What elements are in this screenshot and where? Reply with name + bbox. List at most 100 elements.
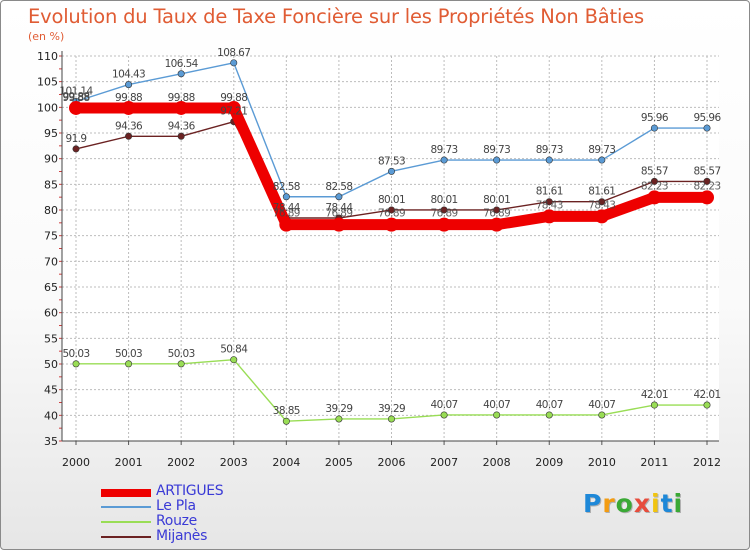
data-point-rouze <box>545 411 553 419</box>
data-point-le-pla <box>598 156 606 164</box>
y-tick-label: 60 <box>44 307 58 320</box>
data-point-artigues <box>69 100 83 115</box>
data-point-rouze <box>493 411 501 419</box>
logo-letter: r <box>602 489 616 518</box>
data-label-mijan-s: 97.21 <box>220 106 247 118</box>
data-point-artigues <box>700 190 714 205</box>
x-tick-label: 2002 <box>167 456 195 469</box>
data-point-artigues <box>174 100 189 115</box>
legend-item-rouze[interactable]: Rouze <box>101 513 301 530</box>
series-le-pla <box>72 59 711 201</box>
x-tick-label: 2001 <box>115 456 143 469</box>
data-label-le-pla: 108.67 <box>217 47 250 59</box>
data-label-rouze: 50.03 <box>115 348 142 360</box>
x-tick-label: 2006 <box>378 456 406 469</box>
y-tick-label: 70 <box>44 255 58 268</box>
data-label-artigues-overlap: 76.89 <box>325 208 352 220</box>
data-label-artigues-overlap: 99.88 <box>62 91 89 103</box>
data-point-mijan-s <box>125 132 133 140</box>
data-label-rouze: 40.07 <box>588 399 615 411</box>
y-tick-label: 80 <box>44 204 58 217</box>
data-point-artigues <box>647 190 662 205</box>
y-tick-label: 40 <box>44 409 58 422</box>
data-point-artigues <box>489 217 504 232</box>
legend-item-artigues[interactable]: ARTIGUES <box>101 483 301 500</box>
legend-label-artigues: ARTIGUES <box>156 483 224 499</box>
data-label-le-pla: 89.73 <box>536 144 563 156</box>
data-label-artigues-overlap: 82.23 <box>641 180 668 192</box>
data-label-artigues: 99.88 <box>62 92 89 104</box>
data-point-le-pla <box>230 59 238 67</box>
data-label-rouze: 39.29 <box>325 403 352 415</box>
data-point-rouze <box>335 415 343 423</box>
data-point-le-pla <box>282 193 290 201</box>
y-tick-label: 55 <box>44 332 58 345</box>
data-point-rouze <box>177 360 185 368</box>
logo-letter: o <box>615 489 634 518</box>
data-label-artigues-overlap: 76.89 <box>273 208 300 220</box>
legend-item-mijanes[interactable]: Mijanès <box>101 528 301 545</box>
data-label-mijan-s: 85.57 <box>641 165 668 177</box>
y-tick-label: 65 <box>44 281 58 294</box>
y-tick-label: 50 <box>44 358 58 371</box>
data-point-mijan-s <box>493 206 501 214</box>
data-point-artigues <box>542 209 557 224</box>
data-label-rouze: 39.29 <box>378 403 405 415</box>
x-tick-label: 2004 <box>272 456 300 469</box>
data-label-le-pla: 87.53 <box>378 155 405 167</box>
x-tick-label: 2007 <box>430 456 458 469</box>
data-label-mijan-s: 85.57 <box>693 165 720 177</box>
data-label-rouze: 40.07 <box>536 399 563 411</box>
legend-label-rouze: Rouze <box>156 513 197 529</box>
x-tick-label: 2003 <box>220 456 248 469</box>
data-point-mijan-s <box>387 206 395 214</box>
data-point-rouze <box>282 417 290 425</box>
y-tick-label: 75 <box>44 230 58 243</box>
legend-swatch-le-pla <box>101 506 151 508</box>
data-label-le-pla: 82.58 <box>325 181 352 193</box>
data-point-rouze <box>230 356 238 364</box>
data-point-rouze <box>387 415 395 423</box>
data-label-mijan-s: 94.36 <box>168 120 196 132</box>
data-label-rouze: 42.01 <box>641 389 668 401</box>
y-tick-label: 90 <box>44 153 58 166</box>
data-label-le-pla: 89.73 <box>431 144 458 156</box>
y-tick-label: 95 <box>44 127 58 140</box>
data-point-le-pla <box>387 167 395 175</box>
data-label-artigues-overlap: 76.89 <box>431 208 458 220</box>
y-tick-label: 45 <box>44 384 58 397</box>
data-point-mijan-s <box>177 132 185 140</box>
data-label-le-pla: 106.54 <box>165 58 199 70</box>
data-point-le-pla <box>440 156 448 164</box>
data-point-artigues <box>331 217 346 232</box>
logo-letter: P <box>583 489 603 518</box>
data-point-mijan-s <box>440 206 448 214</box>
legend-swatch-rouze <box>101 521 151 523</box>
data-label-mijan-s: 80.01 <box>431 194 458 206</box>
data-point-rouze <box>650 401 658 409</box>
data-label-artigues: 99.88 <box>220 92 247 104</box>
data-label-artigues-overlap: 76.89 <box>378 208 405 220</box>
x-tick-label: 2010 <box>588 456 616 469</box>
data-label-mijan-s: 81.61 <box>588 186 615 198</box>
data-label-rouze: 42.01 <box>693 389 720 401</box>
data-label-mijan-s: 80.01 <box>483 194 510 206</box>
data-label-le-pla: 82.58 <box>273 181 300 193</box>
logo-letter: t <box>660 489 674 518</box>
legend-label-mijanes: Mijanès <box>156 528 208 544</box>
data-label-le-pla: 95.96 <box>641 112 669 124</box>
data-label-mijan-s: 78.44 <box>325 202 353 214</box>
x-tick-label: 2011 <box>640 456 668 469</box>
data-label-mijan-s: 91.9 <box>66 133 87 145</box>
data-point-le-pla <box>177 70 185 78</box>
data-point-mijan-s <box>545 198 553 206</box>
data-label-le-pla: 89.73 <box>483 144 510 156</box>
data-point-rouze <box>598 411 606 419</box>
y-tick-label: 105 <box>37 76 58 89</box>
legend: ARTIGUES Le Pla Rouze Mijanès <box>101 483 301 545</box>
legend-swatch-mijanes <box>101 536 151 538</box>
x-tick-label: 2012 <box>693 456 721 469</box>
legend-item-le-pla[interactable]: Le Pla <box>101 498 301 515</box>
data-point-rouze <box>125 360 133 368</box>
